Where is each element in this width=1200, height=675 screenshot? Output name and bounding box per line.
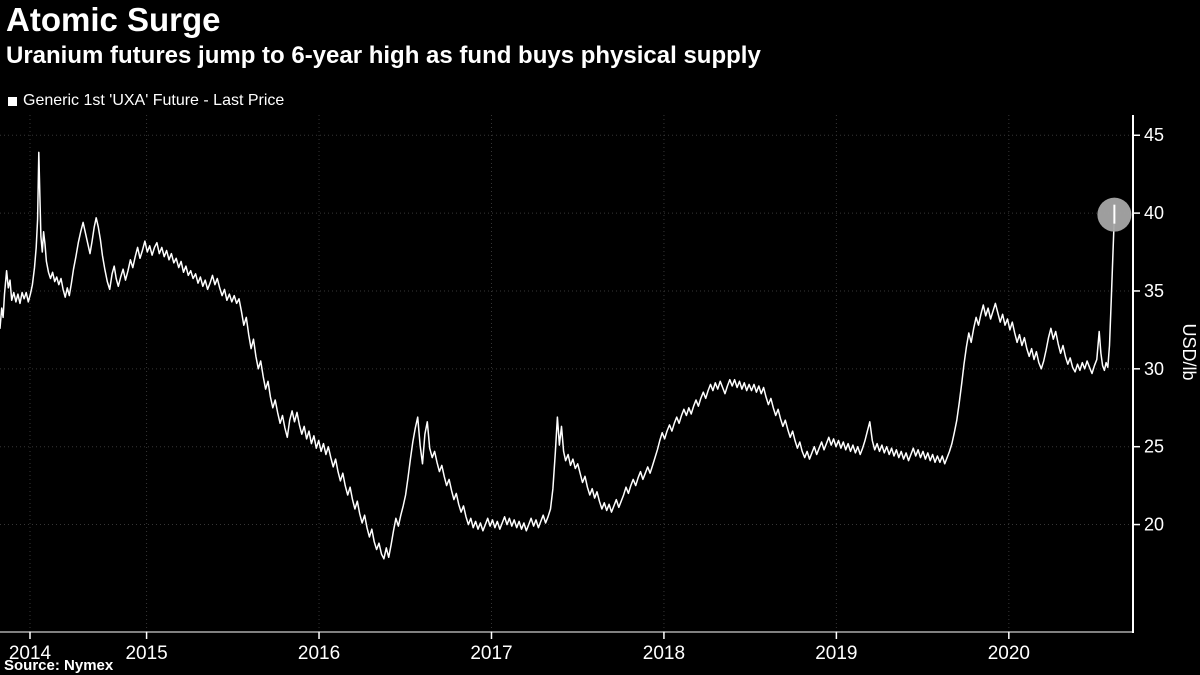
chart-title: Atomic Surge	[6, 1, 221, 38]
legend-label: Generic 1st 'UXA' Future - Last Price	[23, 92, 285, 109]
y-tick-label-35: 35	[1144, 281, 1164, 301]
y-tick-label-25: 25	[1144, 437, 1164, 457]
price-line	[0, 151, 1116, 560]
legend-swatch-icon	[8, 96, 17, 106]
chart-header: Atomic Surge Uranium futures jump to 6-y…	[6, 0, 761, 70]
y-tick-label-20: 20	[1144, 515, 1164, 535]
source-note: Source: Nymex	[4, 657, 114, 674]
chart-subtitle: Uranium futures jump to 6-year high as f…	[6, 42, 761, 70]
x-tick-label-2018: 2018	[643, 643, 685, 664]
y-tick-label-45: 45	[1144, 125, 1164, 145]
x-tick-label-2015: 2015	[125, 643, 167, 664]
legend: Generic 1st 'UXA' Future - Last Price	[8, 92, 284, 110]
x-tick-label-2016: 2016	[298, 643, 340, 664]
y-tick-label-30: 30	[1144, 359, 1164, 379]
y-tick-label-40: 40	[1144, 203, 1164, 223]
y-axis-unit-label: USD/lb	[1179, 323, 1199, 380]
x-tick-label-2014: 2014	[9, 643, 52, 664]
x-tick-label-2020: 2020	[988, 643, 1030, 664]
x-tick-label-2017: 2017	[470, 643, 512, 664]
x-tick-label-2019: 2019	[815, 643, 857, 664]
